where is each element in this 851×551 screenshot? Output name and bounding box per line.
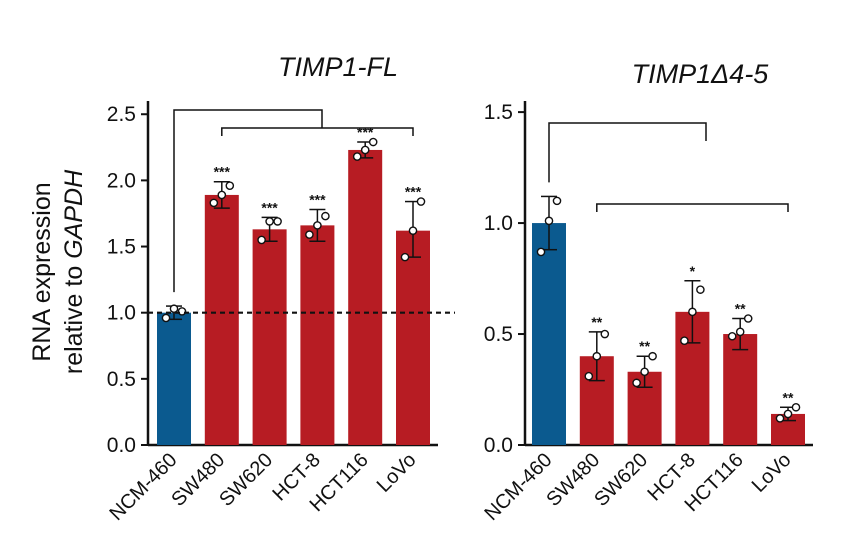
panel2-data-point (552, 196, 562, 206)
panel1-category-label: LoVo (373, 449, 421, 497)
panel1-significance-label: *** (214, 164, 231, 180)
panel1-data-point (177, 307, 187, 316)
panel1-y-tick-label: 0.0 (107, 434, 136, 457)
panel1-y-tick-label: 2.5 (107, 103, 136, 126)
panel2-category-label: SW480 (542, 449, 604, 511)
panel1-y-tick-label: 1.5 (107, 236, 136, 259)
panel1-y-tick-label: 2.0 (107, 169, 136, 192)
panel1-data-point (321, 211, 330, 221)
panel2-data-point (544, 216, 554, 226)
panel2-data-point (600, 329, 610, 339)
panel1: TIMP1-FL 0.0 0.5 1.0 1.5 2.0 2.5 NCM-460 *** SW48… (105, 52, 455, 525)
panel1-bracket-control (173, 109, 323, 293)
panel2-y-tick-label: 0.0 (484, 434, 513, 457)
panel1-data-point (400, 252, 410, 262)
y-axis-label-gene: GAPDH (60, 169, 88, 259)
panel1-data-point (217, 190, 227, 200)
panel1-data-point (257, 235, 266, 245)
panel1-category-label: NCM-460 (105, 449, 181, 525)
panel2-data-point (632, 378, 641, 388)
panel2-data-point (783, 409, 793, 419)
panel2-data-point (584, 371, 594, 381)
panel2-data-point (727, 331, 737, 341)
panel1-significance-label: *** (261, 199, 278, 215)
panel2-title: TIMP1Δ4-5 (632, 59, 770, 89)
panel1-bar-lovo (396, 230, 430, 445)
panel2-data-point (648, 351, 657, 361)
panel1-bracket-group (221, 127, 414, 136)
panel1-y-tick-label: 0.5 (107, 368, 136, 391)
panel2-category-label: LoVo (748, 449, 796, 497)
panel1-data-point (169, 304, 179, 314)
y-axis-label-line2: relative to GAPDH (60, 169, 88, 374)
panel1-bar-hct116 (348, 149, 383, 445)
y-axis-label-line1: RNA expression (28, 182, 56, 361)
panel2-data-point (791, 402, 801, 412)
panel1-bar-hct-8 (300, 225, 335, 445)
panel2-data-point (775, 414, 785, 423)
panel2-bar-ncm-460 (532, 223, 566, 445)
panel2-data-point (680, 336, 689, 345)
panel1-bar-sw480 (204, 194, 239, 445)
panel2-data-point (735, 327, 745, 337)
y-axis-label-prefix: relative to (60, 259, 88, 374)
panel1-data-point (313, 221, 322, 230)
panel2-significance-label: ** (591, 314, 602, 330)
panel1-data-point (225, 181, 235, 190)
panel1-category-label: SW480 (167, 449, 229, 511)
panel1-data-point (368, 137, 378, 147)
panel2-significance-label: ** (735, 300, 746, 316)
panel1-data-point (305, 230, 314, 239)
panel1-data-point (416, 197, 426, 206)
panel1-y-tick-label: 1.0 (107, 302, 136, 325)
panel1-title: TIMP1-FL (278, 52, 398, 82)
panel2-y-tick-label: 0.5 (484, 323, 513, 346)
panel1-data-point (360, 145, 370, 155)
panel2-data-point (536, 247, 546, 257)
panel2-data-point (640, 367, 649, 377)
panel2-significance-label: * (690, 263, 696, 279)
panel1-significance-label: *** (309, 191, 326, 207)
panel1-data-point (273, 217, 282, 226)
panel1-category-label: SW620 (215, 449, 277, 511)
panel2-category-label: NCM-460 (480, 449, 556, 525)
panel1-bar-ncm-460 (157, 312, 191, 445)
panel1-significance-label: *** (357, 124, 374, 140)
panel2-data-point (743, 314, 753, 323)
panel1-bar-sw620 (252, 229, 287, 445)
panel1-data-point (265, 217, 274, 226)
panel1-data-point (352, 152, 362, 161)
panel2-data-point (696, 285, 705, 294)
panel2: TIMP1Δ4-5 0.0 0.5 1.0 1.5 NCM-460 ** SW480 ** SW6… (480, 59, 813, 525)
panel2-bracket-control (548, 122, 707, 183)
panel2-y-tick-label: 1.5 (484, 101, 513, 124)
panel1-data-point (408, 226, 418, 235)
panel2-data-point (688, 307, 697, 317)
panel2-bracket-group (596, 203, 789, 212)
panel2-category-label: SW620 (590, 449, 652, 511)
panel1-data-point (161, 313, 171, 323)
panel1-data-point (209, 198, 219, 208)
panel2-data-point (592, 351, 602, 361)
panel2-significance-label: ** (783, 389, 794, 405)
panel2-bar-hct116 (723, 334, 758, 445)
panel2-significance-label: ** (639, 338, 650, 354)
panel2-y-tick-label: 1.0 (484, 212, 513, 235)
panel1-significance-label: *** (405, 184, 422, 200)
